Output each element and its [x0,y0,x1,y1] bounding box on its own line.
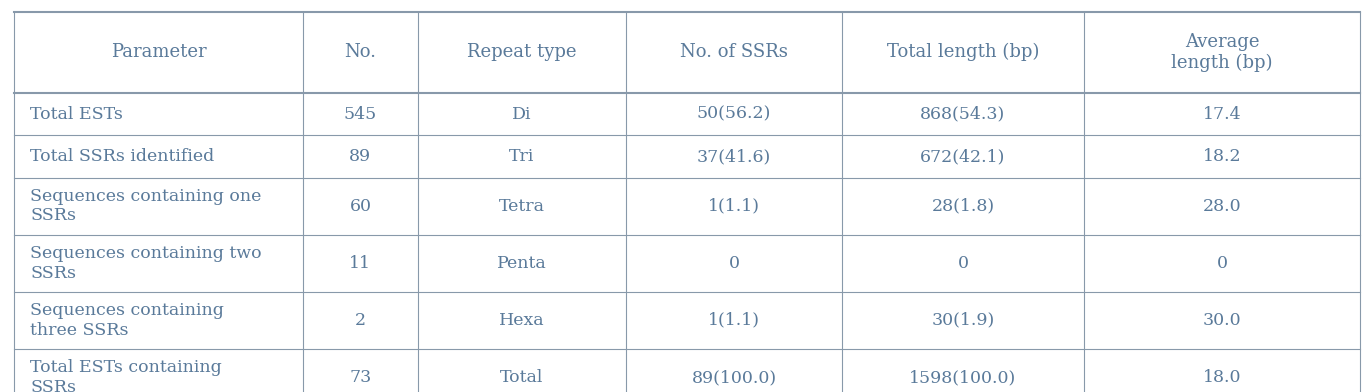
Text: 0: 0 [729,255,740,272]
Text: Tri: Tri [510,148,534,165]
Text: Tetra: Tetra [499,198,545,215]
Text: 89: 89 [350,148,372,165]
Text: Sequences containing two
SSRs: Sequences containing two SSRs [30,245,261,281]
Text: Average
length (bp): Average length (bp) [1172,33,1273,72]
Text: 73: 73 [349,369,372,386]
Text: 1(1.1): 1(1.1) [708,312,760,329]
Text: 28(1.8): 28(1.8) [931,198,995,215]
Text: Total: Total [500,369,544,386]
Text: Total ESTs: Total ESTs [30,105,123,123]
Text: 672(42.1): 672(42.1) [920,148,1006,165]
Text: 50(56.2): 50(56.2) [697,105,771,123]
Text: Sequences containing
three SSRs: Sequences containing three SSRs [30,302,224,339]
Text: 0: 0 [957,255,968,272]
Text: No. of SSRs: No. of SSRs [681,43,787,61]
Text: 11: 11 [350,255,372,272]
Text: 60: 60 [350,198,372,215]
Text: Total length (bp): Total length (bp) [887,43,1039,62]
Text: Parameter: Parameter [111,43,206,61]
Text: 18.0: 18.0 [1203,369,1241,386]
Text: Repeat type: Repeat type [468,43,577,61]
Text: Total SSRs identified: Total SSRs identified [30,148,215,165]
Text: 18.2: 18.2 [1203,148,1241,165]
Text: Sequences containing one
SSRs: Sequences containing one SSRs [30,188,261,225]
Text: Total ESTs containing
SSRs: Total ESTs containing SSRs [30,359,221,392]
Text: 868(54.3): 868(54.3) [920,105,1006,123]
Text: 1(1.1): 1(1.1) [708,198,760,215]
Text: 89(100.0): 89(100.0) [692,369,776,386]
Text: 30(1.9): 30(1.9) [931,312,995,329]
Text: No.: No. [344,43,376,61]
Text: 545: 545 [343,105,377,123]
Text: 1598(100.0): 1598(100.0) [909,369,1017,386]
Text: Penta: Penta [498,255,547,272]
Text: Hexa: Hexa [499,312,545,329]
Text: 17.4: 17.4 [1203,105,1241,123]
Text: 28.0: 28.0 [1203,198,1241,215]
Text: 37(41.6): 37(41.6) [697,148,771,165]
Text: 0: 0 [1217,255,1228,272]
Text: 30.0: 30.0 [1203,312,1241,329]
Text: Di: Di [513,105,532,123]
Text: 2: 2 [355,312,366,329]
